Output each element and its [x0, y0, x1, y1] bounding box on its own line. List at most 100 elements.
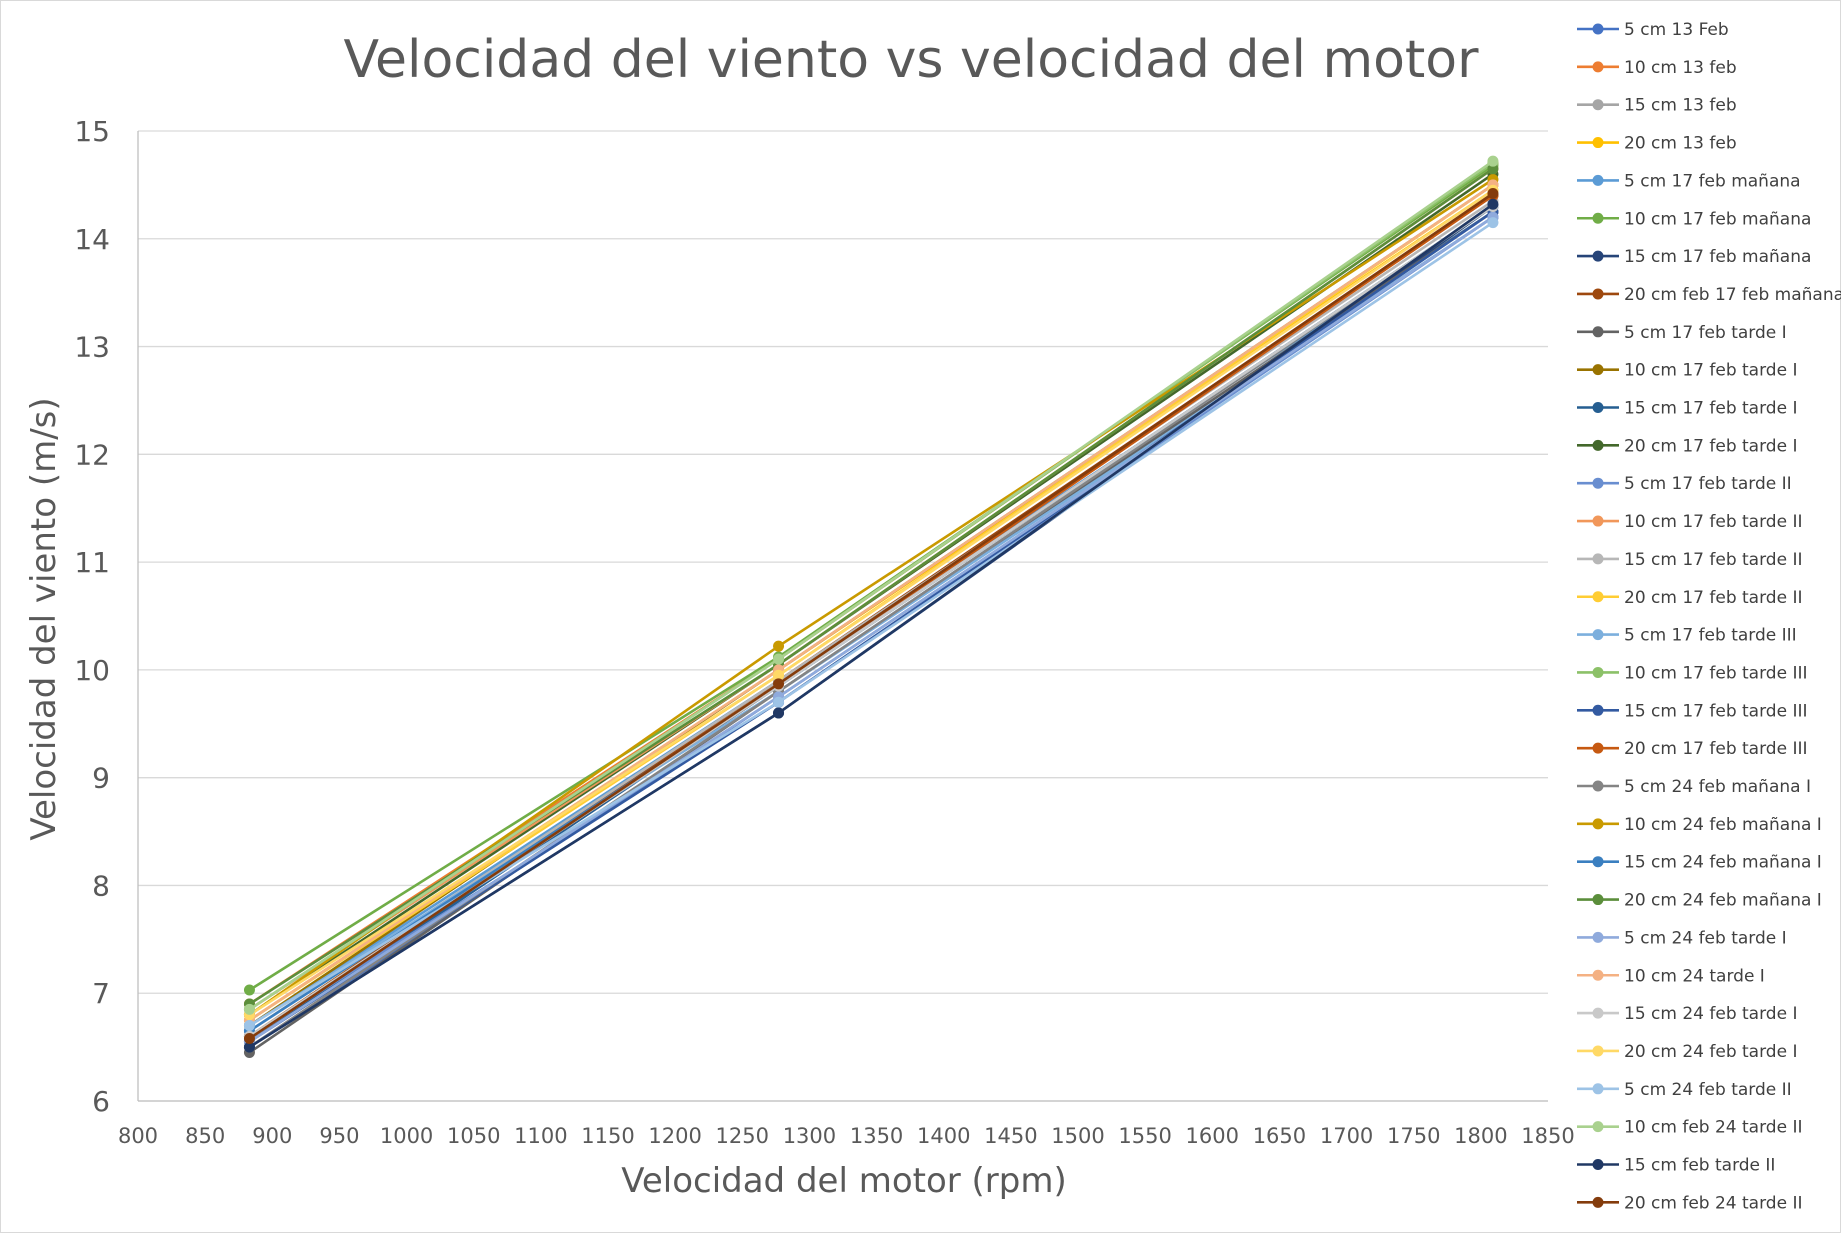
data-point [1487, 163, 1499, 175]
legend-marker [1592, 99, 1604, 111]
legend-label: 20 cm 17 feb tarde II [1624, 588, 1802, 608]
series-lines [243, 155, 1499, 1058]
legend-item: 10 cm 24 feb mañana I [1577, 815, 1822, 835]
x-tick-label: 1150 [581, 1124, 634, 1148]
legend-label: 15 cm 17 feb tarde III [1624, 701, 1808, 721]
legend-item: 5 cm 24 feb mañana I [1577, 777, 1811, 797]
legend-label: 15 cm feb tarde II [1624, 1156, 1775, 1176]
legend-marker [1592, 856, 1604, 868]
legend-item: 5 cm 24 feb tarde I [1577, 928, 1787, 948]
legend-marker [1592, 742, 1604, 754]
legend-marker [1592, 629, 1604, 641]
y-tick-label: 15 [74, 115, 110, 148]
legend-item: 15 cm 17 feb mañana [1577, 247, 1811, 267]
legend-item: 15 cm 17 feb tarde I [1577, 399, 1797, 419]
legend-item: 15 cm 17 feb tarde III [1577, 701, 1808, 721]
legend-label: 10 cm 17 feb tarde III [1624, 663, 1808, 683]
legend-marker [1592, 477, 1604, 489]
legend-marker [1592, 1196, 1604, 1208]
legend-label: 10 cm 17 feb tarde I [1624, 361, 1797, 381]
x-tick-label: 1700 [1320, 1124, 1373, 1148]
series-line [248, 164, 1494, 992]
legend-marker [1592, 894, 1604, 906]
gridlines [138, 130, 1548, 1102]
y-tick-labels: 6 7 8 9 10 11 12 13 14 15 [74, 115, 110, 1118]
legend-item: 20 cm 17 feb tarde III [1577, 739, 1808, 759]
legend-item: 10 cm 24 tarde I [1577, 966, 1765, 986]
data-point [243, 1020, 255, 1032]
legend-label: 10 cm 24 tarde I [1624, 966, 1765, 986]
data-point [1487, 217, 1499, 229]
x-tick-label: 850 [185, 1124, 225, 1148]
legend-label: 5 cm 17 feb tarde II [1624, 474, 1792, 494]
series-group [243, 188, 1499, 1044]
y-axis-title: Velocidad del viento (m/s) [24, 397, 64, 840]
legend-item: 10 cm feb 24 tarde II [1577, 1118, 1802, 1138]
y-tick-label: 8 [92, 869, 110, 902]
x-tick-label: 1100 [514, 1124, 567, 1148]
legend-item: 15 cm 17 feb tarde II [1577, 550, 1802, 570]
legend-label: 20 cm 24 feb tarde I [1624, 1042, 1797, 1062]
legend-label: 5 cm 17 feb tarde III [1624, 626, 1797, 646]
legend-item: 15 cm feb tarde II [1577, 1156, 1775, 1176]
series-group [243, 217, 1499, 1032]
x-tick-label: 1750 [1387, 1124, 1440, 1148]
legend-label: 20 cm 24 feb mañana I [1624, 891, 1822, 911]
x-tick-label: 1050 [447, 1124, 500, 1148]
legend-marker [1592, 591, 1604, 603]
legend-label: 15 cm 24 feb tarde I [1624, 1004, 1797, 1024]
x-tick-label: 1800 [1454, 1124, 1507, 1148]
y-tick-label: 6 [92, 1085, 110, 1118]
legend-item: 5 cm 17 feb mañana [1577, 171, 1801, 191]
legend-item: 5 cm 17 feb tarde I [1577, 323, 1787, 343]
data-point [1487, 198, 1499, 210]
legend-item: 10 cm 17 feb tarde II [1577, 512, 1802, 532]
legend-marker [1592, 250, 1604, 262]
data-point [773, 678, 785, 690]
legend-marker [1592, 553, 1604, 565]
legend-item: 5 cm 13 Feb [1577, 20, 1729, 40]
data-point [773, 696, 785, 708]
legend-label: 20 cm feb 17 feb mañana [1624, 285, 1841, 305]
legend-marker [1592, 931, 1604, 943]
legend-label: 20 cm 13 feb [1624, 134, 1737, 154]
x-tick-label: 800 [118, 1124, 158, 1148]
series-group [243, 157, 1499, 1010]
legend-marker [1592, 1083, 1604, 1095]
legend-label: 10 cm 13 feb [1624, 58, 1737, 78]
legend-item: 5 cm 17 feb tarde II [1577, 474, 1792, 494]
legend-item: 15 cm 24 feb tarde I [1577, 1004, 1797, 1024]
data-point [243, 1003, 255, 1015]
legend-label: 5 cm 17 feb tarde I [1624, 323, 1787, 343]
legend-marker [1592, 174, 1604, 186]
y-tick-label: 13 [74, 331, 110, 364]
x-tick-label: 1600 [1186, 1124, 1239, 1148]
legend-item: 15 cm 24 feb mañana I [1577, 853, 1822, 873]
x-tick-label: 1450 [984, 1124, 1037, 1148]
legend-label: 5 cm 24 feb mañana I [1624, 777, 1811, 797]
legend-marker [1592, 61, 1604, 73]
legend-label: 10 cm 17 feb tarde II [1624, 512, 1802, 532]
legend-marker [1592, 288, 1604, 300]
data-point [773, 669, 785, 681]
legend-item: 20 cm feb 17 feb mañana [1577, 285, 1841, 305]
legend-marker [1592, 439, 1604, 451]
legend-label: 10 cm 17 feb mañana [1624, 209, 1811, 229]
legend-label: 15 cm 17 feb tarde II [1624, 550, 1802, 570]
legend-marker [1592, 326, 1604, 338]
legend-label: 20 cm 17 feb tarde III [1624, 739, 1808, 759]
x-tick-label: 1850 [1521, 1124, 1574, 1148]
legend-marker [1592, 1121, 1604, 1133]
data-point [773, 640, 785, 652]
legend-label: 20 cm feb 24 tarde II [1624, 1193, 1802, 1213]
x-tick-label: 900 [252, 1124, 292, 1148]
legend-label: 5 cm 17 feb mañana [1624, 171, 1801, 191]
legend-label: 15 cm 24 feb mañana I [1624, 853, 1822, 873]
data-point [243, 984, 255, 996]
x-tick-label: 950 [319, 1124, 359, 1148]
legend-item: 5 cm 17 feb tarde III [1577, 626, 1797, 646]
legend-marker [1592, 704, 1604, 716]
legend-item: 20 cm 24 feb tarde I [1577, 1042, 1797, 1062]
legend: 5 cm 13 Feb 10 cm 13 feb 15 cm 13 feb 20 cm… [1577, 20, 1841, 1213]
